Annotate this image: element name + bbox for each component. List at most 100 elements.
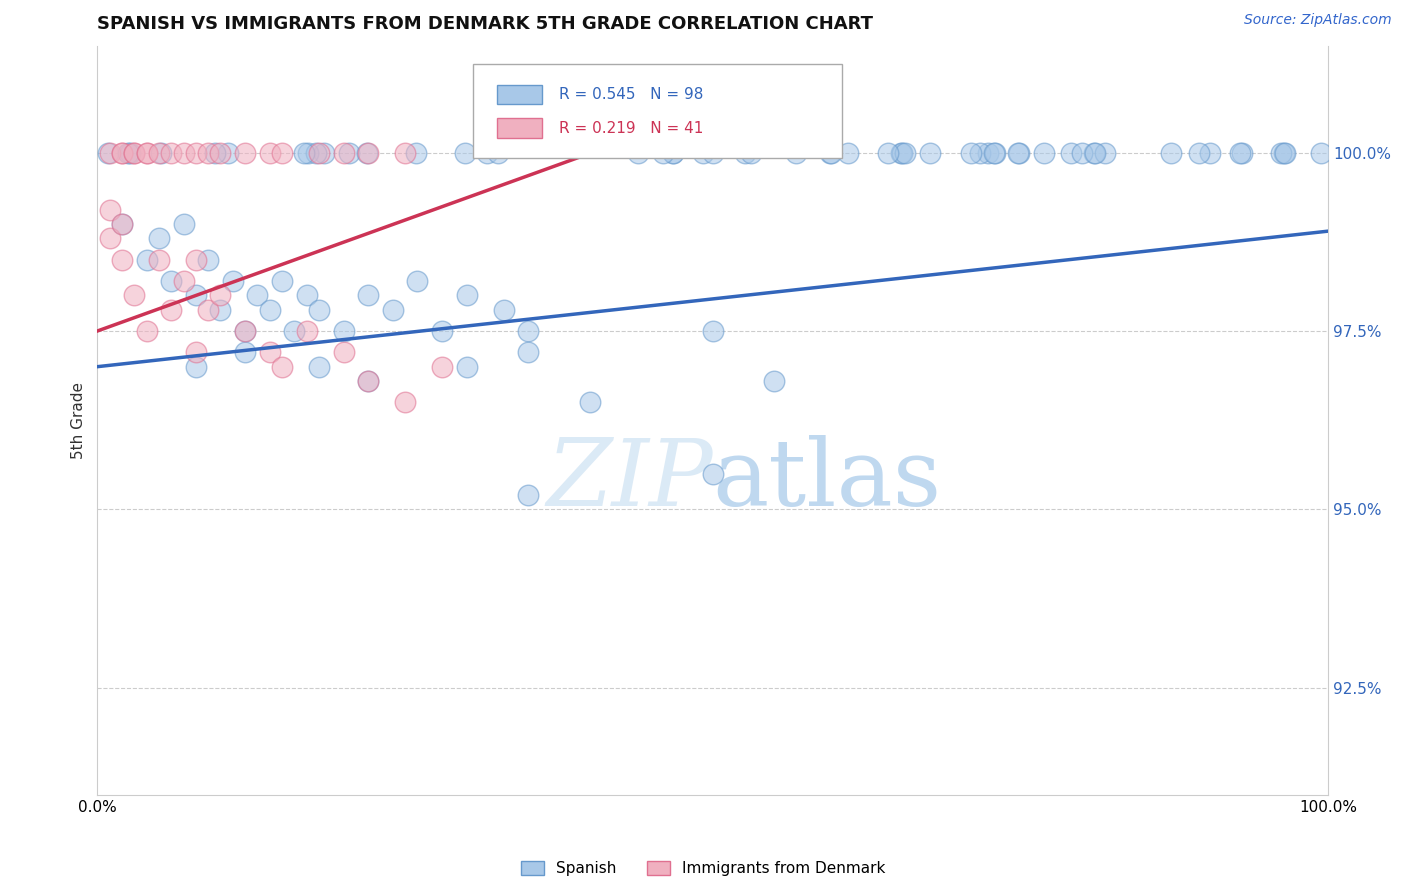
- Point: [173, 274, 195, 288]
- Point: [920, 145, 942, 160]
- Point: [332, 145, 354, 160]
- Point: [517, 324, 540, 338]
- Point: [120, 145, 142, 160]
- Point: [1071, 145, 1094, 160]
- Point: [150, 145, 173, 160]
- Point: [117, 145, 139, 160]
- Point: [1274, 145, 1296, 160]
- Point: [98, 231, 121, 245]
- Point: [233, 145, 256, 160]
- Point: [381, 302, 404, 317]
- Point: [1060, 145, 1083, 160]
- Text: R = 0.219   N = 41: R = 0.219 N = 41: [560, 120, 703, 136]
- Point: [217, 145, 239, 160]
- Point: [98, 202, 121, 217]
- Point: [651, 145, 673, 160]
- Point: [969, 145, 991, 160]
- Point: [160, 145, 183, 160]
- FancyBboxPatch shape: [472, 64, 842, 158]
- Point: [456, 359, 478, 374]
- Point: [292, 145, 315, 160]
- FancyBboxPatch shape: [498, 119, 541, 137]
- Point: [173, 145, 195, 160]
- Point: [308, 359, 330, 374]
- Point: [517, 345, 540, 359]
- Point: [763, 374, 786, 388]
- Point: [184, 288, 207, 302]
- Text: atlas: atlas: [713, 435, 942, 525]
- Point: [295, 288, 318, 302]
- Point: [135, 252, 157, 267]
- Point: [233, 324, 256, 338]
- Point: [233, 345, 256, 359]
- Point: [578, 395, 600, 409]
- Point: [111, 217, 134, 231]
- Point: [356, 145, 378, 160]
- Point: [97, 145, 120, 160]
- Point: [1008, 145, 1031, 160]
- Point: [271, 274, 294, 288]
- Point: [894, 145, 917, 160]
- Point: [1230, 145, 1253, 160]
- Point: [454, 145, 477, 160]
- Point: [259, 345, 281, 359]
- Point: [184, 345, 207, 359]
- Point: [135, 145, 157, 160]
- Point: [785, 145, 807, 160]
- Point: [977, 145, 1000, 160]
- Point: [111, 145, 134, 160]
- Point: [959, 145, 981, 160]
- Point: [246, 288, 269, 302]
- Point: [283, 324, 305, 338]
- Y-axis label: 5th Grade: 5th Grade: [72, 382, 86, 458]
- Legend: Spanish, Immigrants from Denmark: Spanish, Immigrants from Denmark: [515, 855, 891, 882]
- Point: [111, 217, 134, 231]
- Point: [312, 145, 335, 160]
- Point: [692, 145, 714, 160]
- Point: [406, 274, 429, 288]
- Point: [197, 302, 219, 317]
- Point: [430, 359, 453, 374]
- Point: [394, 395, 416, 409]
- Point: [1309, 145, 1331, 160]
- Point: [197, 145, 219, 160]
- Point: [890, 145, 912, 160]
- Point: [357, 145, 380, 160]
- Point: [111, 252, 134, 267]
- Point: [184, 252, 207, 267]
- Point: [394, 145, 416, 160]
- Point: [197, 252, 219, 267]
- Text: SPANISH VS IMMIGRANTS FROM DENMARK 5TH GRADE CORRELATION CHART: SPANISH VS IMMIGRANTS FROM DENMARK 5TH G…: [97, 15, 873, 33]
- Point: [135, 145, 157, 160]
- Point: [337, 145, 360, 160]
- Point: [271, 359, 294, 374]
- Point: [820, 145, 842, 160]
- Point: [456, 288, 478, 302]
- Text: R = 0.545   N = 98: R = 0.545 N = 98: [560, 87, 703, 102]
- Point: [1188, 145, 1211, 160]
- Point: [890, 145, 912, 160]
- Point: [173, 217, 195, 231]
- Point: [983, 145, 1005, 160]
- Text: ZIP: ZIP: [546, 435, 713, 525]
- Point: [124, 145, 146, 160]
- Point: [1094, 145, 1116, 160]
- Point: [332, 324, 354, 338]
- FancyBboxPatch shape: [498, 85, 541, 104]
- Point: [332, 345, 354, 359]
- Point: [357, 374, 380, 388]
- Point: [702, 467, 724, 481]
- Point: [148, 252, 170, 267]
- Point: [259, 302, 281, 317]
- Point: [308, 302, 330, 317]
- Point: [98, 145, 121, 160]
- Point: [702, 324, 724, 338]
- Point: [297, 145, 319, 160]
- Point: [734, 145, 756, 160]
- Point: [233, 324, 256, 338]
- Point: [475, 145, 498, 160]
- Point: [702, 145, 724, 160]
- Point: [1007, 145, 1029, 160]
- Point: [135, 324, 157, 338]
- Point: [160, 302, 183, 317]
